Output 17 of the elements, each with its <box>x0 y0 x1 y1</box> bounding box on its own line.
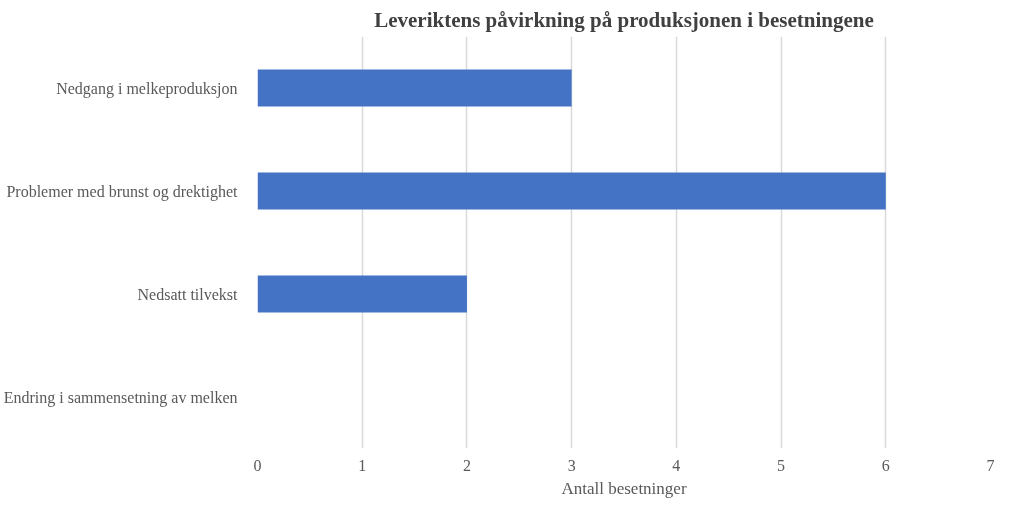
x-tick-label: 0 <box>253 456 262 474</box>
y-tick-label: Endring i sammensetning av melken <box>3 388 238 407</box>
bar <box>257 172 886 210</box>
chart-title: Leveriktens påvirkning på produksjonen i besetningene <box>374 7 874 32</box>
x-tick-label: 7 <box>986 456 995 474</box>
x-tick-label: 1 <box>358 456 367 474</box>
x-tick-label: 5 <box>777 456 786 474</box>
bar <box>257 275 467 313</box>
x-tick-label: 4 <box>672 456 681 474</box>
x-tick-label: 3 <box>567 456 576 474</box>
x-tick-label: 2 <box>462 456 471 474</box>
bar <box>257 69 572 107</box>
x-tick-label: 6 <box>881 456 890 474</box>
y-tick-label: Nedsatt tilvekst <box>137 285 239 303</box>
y-tick-label: Problemer med brunst og drektighet <box>6 182 239 201</box>
y-tick-label: Nedgang i melkeproduksjon <box>56 79 238 98</box>
x-axis-title: Antall besetninger <box>561 478 687 498</box>
